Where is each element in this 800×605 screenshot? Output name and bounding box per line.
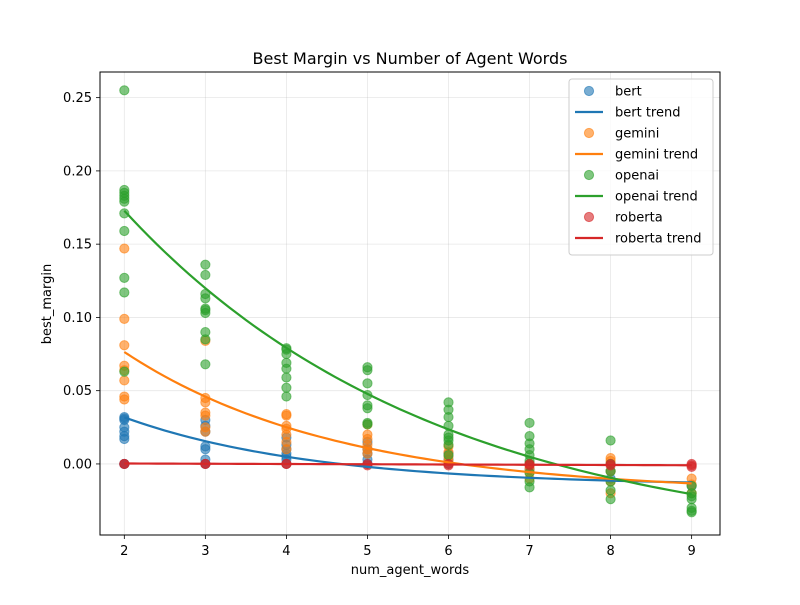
scatter-point-gemini <box>200 410 211 421</box>
scatter-point-openai <box>200 307 211 319</box>
scatter-point-gemini <box>119 375 130 386</box>
scatter-point-openai <box>200 269 211 281</box>
scatter-point-openai <box>524 482 535 493</box>
scatter-point-openai <box>362 365 373 376</box>
y-tick-label: 0.00 <box>63 457 92 472</box>
scatter-point-gemini <box>119 313 130 324</box>
scatter-point-gemini <box>119 243 130 254</box>
scatter-point-bert <box>119 433 130 445</box>
scatter-point-openai <box>200 334 211 345</box>
chart-title: Best Margin vs Number of Agent Words <box>253 49 568 68</box>
legend-label-gemini-trend: gemini trend <box>615 148 698 163</box>
scatter-point-openai <box>443 439 454 450</box>
scatter-point-roberta <box>362 460 373 471</box>
trend-lines <box>123 209 692 496</box>
scatter-point-gemini <box>362 448 373 459</box>
scatter-point-openai <box>119 272 130 283</box>
legend-box <box>568 78 714 256</box>
scatter-point-openai <box>119 366 130 377</box>
y-tick-label: 0.20 <box>63 164 92 179</box>
scatter-point-openai <box>119 225 130 237</box>
x-tick-label: 4 <box>282 544 290 559</box>
x-axis-label: num_agent_words <box>351 563 470 578</box>
x-tick-label: 9 <box>687 544 695 559</box>
scatter-point-openai <box>686 494 697 505</box>
scatter-point-openai <box>524 417 535 429</box>
trend-line-roberta <box>124 462 692 467</box>
x-tick-label: 5 <box>363 544 371 559</box>
legend-label-roberta: roberta <box>615 211 663 226</box>
plot-frame <box>99 71 721 536</box>
scatter-point-openai <box>281 391 292 402</box>
scatter-point-gemini <box>119 394 130 405</box>
legend-marker-bert <box>583 85 595 97</box>
scatter-point-openai <box>200 259 211 270</box>
legend-label-openai: openai <box>615 169 659 184</box>
scatter-point-openai <box>119 196 130 207</box>
x-tick-label: 6 <box>444 544 452 559</box>
legend-marker-openai <box>583 169 595 181</box>
scatter-point-openai <box>362 378 373 389</box>
x-tick-label: 3 <box>201 544 209 559</box>
y-axis-label: best_margin <box>40 264 55 344</box>
scatter-point-openai <box>686 507 697 518</box>
legend: bert bert trend gemini gemini trend openai op… <box>568 78 714 256</box>
trend-line-openai <box>123 209 692 496</box>
legend-label-bert: bert <box>615 85 642 100</box>
scatter-point-gemini <box>119 340 130 351</box>
axis-ticks: 2 3 4 5 6 7 8 9 0.00 0.05 0.10 0.15 0.20 0.25 <box>63 91 696 559</box>
scatter-point-openai <box>443 450 454 461</box>
legend-label-gemini: gemini <box>615 127 659 142</box>
y-tick-label: 0.25 <box>63 91 92 106</box>
y-tick-label: 0.10 <box>63 311 92 326</box>
scatter-point-bert <box>200 444 211 455</box>
scatter-point-gemini <box>281 410 292 421</box>
legend-marker-roberta <box>583 211 595 223</box>
y-tick-label: 0.05 <box>63 384 92 399</box>
scatter-point-openai <box>119 208 130 219</box>
x-tick-label: 7 <box>525 544 533 559</box>
x-tick-label: 8 <box>606 544 614 559</box>
scatter-point-openai <box>362 419 373 430</box>
x-tick-label: 2 <box>120 544 128 559</box>
scatter-point-openai <box>362 403 373 414</box>
scatter-point-openai <box>119 287 130 298</box>
scatter-point-openai <box>281 372 292 383</box>
scatter-point-gemini <box>200 426 211 437</box>
scatter-point-openai <box>281 382 292 393</box>
legend-label-roberta-trend: roberta trend <box>615 232 701 247</box>
scatter-point-openai <box>443 411 454 423</box>
scatter-point-gemini <box>281 444 292 455</box>
trend-line-gemini <box>123 351 692 485</box>
trend-line-bert <box>123 416 692 484</box>
scatter-point-openai <box>200 293 211 304</box>
legend-label-bert-trend: bert trend <box>615 106 680 121</box>
scatter-point-openai <box>605 485 616 496</box>
scatter-point-openai <box>605 494 616 505</box>
scatter-point-openai <box>605 435 616 446</box>
legend-marker-gemini <box>583 127 595 139</box>
scatter-point-openai <box>119 85 130 96</box>
legend-label-openai-trend: openai trend <box>615 190 698 205</box>
y-tick-label: 0.15 <box>63 238 92 253</box>
scatter-point-roberta <box>686 461 697 472</box>
scatter-point-openai <box>281 363 292 374</box>
scatter-point-openai <box>200 359 211 370</box>
